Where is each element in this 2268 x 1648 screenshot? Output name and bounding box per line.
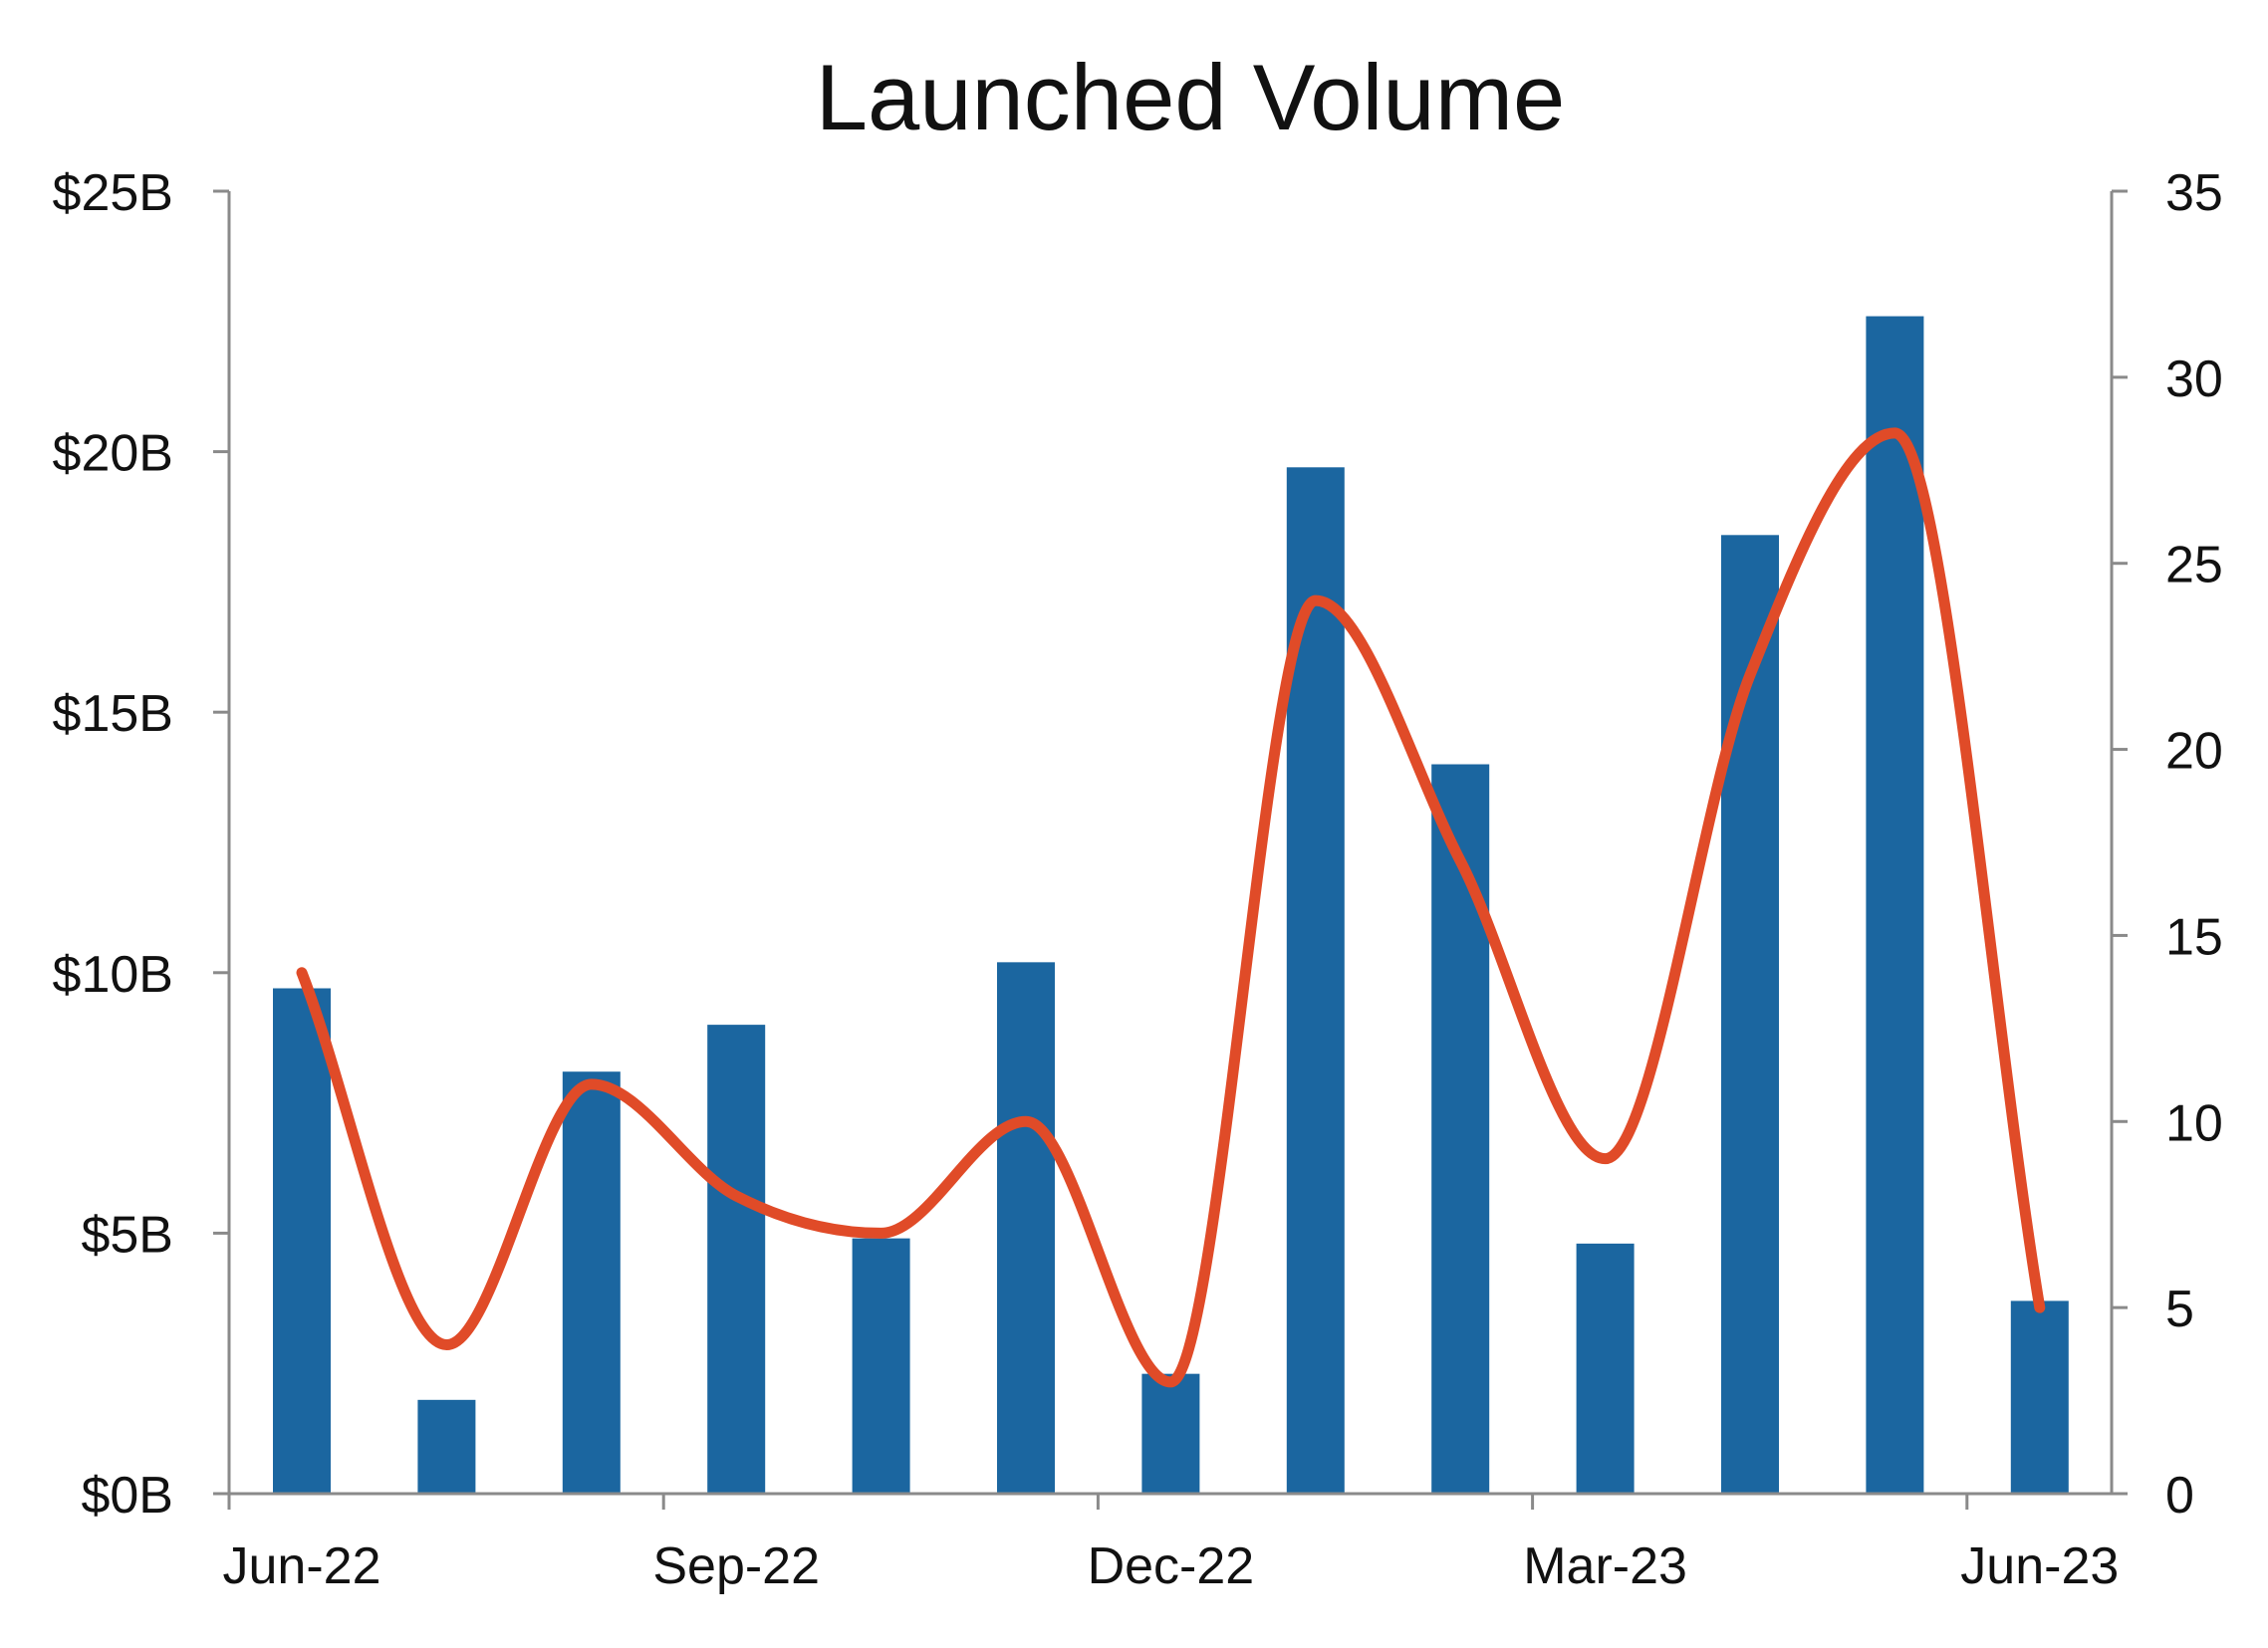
y-left-tick-label: $20B <box>53 425 173 483</box>
y-right-tick-label: 25 <box>2165 537 2223 594</box>
bar-Nov-22 <box>997 962 1055 1494</box>
y-left-tick-label: $10B <box>53 946 173 1004</box>
y-right-tick-label: 5 <box>2165 1281 2194 1338</box>
bar-Jun-22 <box>273 988 331 1494</box>
x-tick-label: Sep-22 <box>652 1537 820 1595</box>
y-right-tick-label: 10 <box>2165 1094 2223 1152</box>
x-tick-label: Mar-23 <box>1523 1537 1687 1595</box>
y-right-tick-label: 15 <box>2165 908 2223 966</box>
y-left-tick-label: $25B <box>53 164 173 222</box>
y-right-tick-label: 20 <box>2165 723 2223 781</box>
y-left-tick-label: $0B <box>81 1467 173 1525</box>
bar-Jun-23 <box>2011 1300 2069 1494</box>
bar-Dec-22 <box>1141 1374 1199 1494</box>
bar-Aug-22 <box>563 1071 621 1494</box>
y-right-tick-label: 35 <box>2165 164 2223 222</box>
y-left-tick-label: $5B <box>81 1206 173 1264</box>
x-tick-label: Jun-23 <box>1960 1537 2119 1595</box>
bar-series <box>273 317 2069 1494</box>
bar-Mar-23 <box>1577 1244 1635 1494</box>
y-right-tick-label: 0 <box>2165 1467 2194 1525</box>
x-tick-label: Jun-22 <box>223 1537 381 1595</box>
bar-Oct-22 <box>853 1239 910 1494</box>
y-left-tick-label: $15B <box>53 685 173 743</box>
line-series <box>302 433 2040 1382</box>
bar-May-23 <box>1866 317 1923 1494</box>
bar-Feb-23 <box>1431 765 1489 1494</box>
x-tick-label: Dec-22 <box>1088 1537 1255 1595</box>
chart-title: Launched Volume <box>816 45 1566 149</box>
y-right-tick-label: 30 <box>2165 351 2223 408</box>
count-line <box>302 433 2040 1382</box>
bar-Sep-22 <box>707 1025 765 1494</box>
bar-Jul-22 <box>417 1400 475 1494</box>
bar-Jan-23 <box>1287 467 1345 1494</box>
